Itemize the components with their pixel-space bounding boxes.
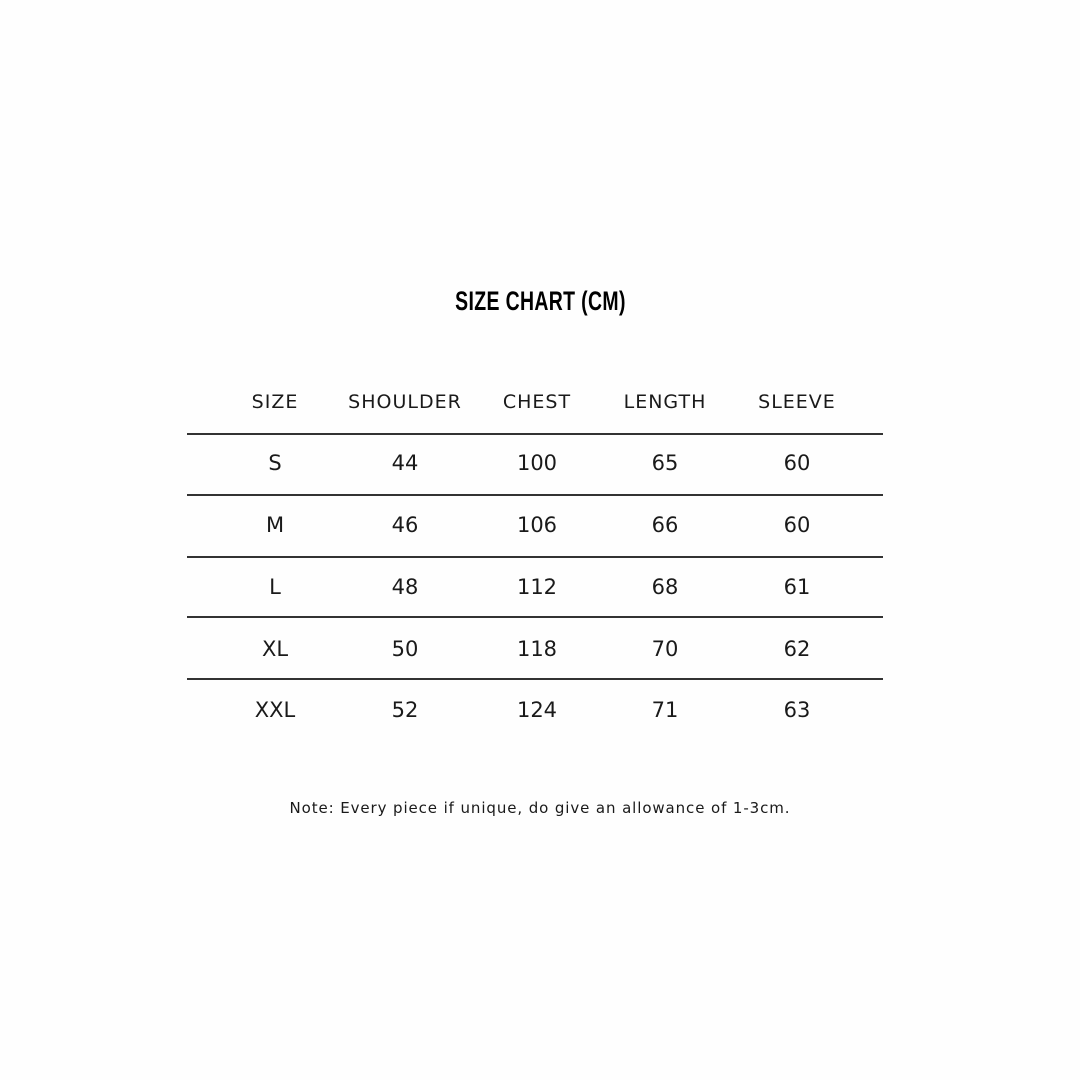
table-cell: 71 [651,698,679,722]
column-header: LENGTH [623,391,707,413]
column-header: SHOULDER [348,391,462,413]
table-cell: 61 [783,575,811,599]
title-text: SIZE CHART (CM) [454,286,626,316]
row-divider [187,494,883,496]
table-cell: 112 [516,575,558,599]
column-header: SIZE [251,391,299,413]
table-cell: 63 [783,698,811,722]
column-header: CHEST [502,391,572,413]
table-cell: 106 [516,513,558,537]
row-divider [187,433,883,435]
row-divider [187,556,883,558]
table-cell: 48 [391,575,419,599]
table-cell: 118 [516,637,558,661]
table-cell: 65 [651,451,679,475]
note-text: Note: Every piece if unique, do give an … [289,799,791,817]
table-cell: 62 [783,637,811,661]
table-cell: 68 [651,575,679,599]
table-cell: S [268,451,282,475]
page-title: SIZE CHART (CM) [0,286,1080,317]
column-header: SLEEVE [758,391,836,413]
table-cell: XL [261,637,289,661]
table-cell: L [269,575,281,599]
table-cell: 50 [391,637,419,661]
table-cell: 60 [783,451,811,475]
row-divider [187,678,883,680]
table-cell: 46 [391,513,419,537]
table-cell: 70 [651,637,679,661]
table-cell: 44 [391,451,419,475]
table-cell: M [265,513,285,537]
table-cell: XXL [254,698,296,722]
row-divider [187,616,883,618]
table-cell: 52 [391,698,419,722]
table-cell: 100 [516,451,558,475]
table-cell: 124 [516,698,558,722]
table-cell: 60 [783,513,811,537]
table-cell: 66 [651,513,679,537]
